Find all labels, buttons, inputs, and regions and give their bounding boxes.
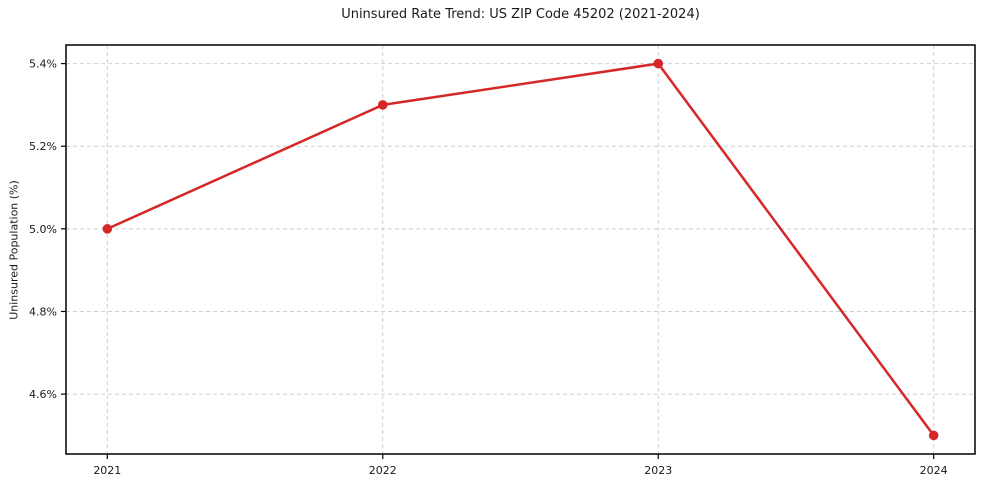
axes-frame — [65, 44, 976, 455]
y-tick-label: 5.0% — [29, 223, 57, 236]
y-tick-label: 5.2% — [29, 140, 57, 153]
x-tick-label: 2023 — [644, 464, 672, 477]
data-point-2023 — [653, 58, 664, 69]
series-line — [106, 62, 935, 437]
y-tick-label: 4.6% — [29, 388, 57, 401]
y-tick-label: 4.8% — [29, 305, 57, 318]
x-tick-label: 2021 — [93, 464, 121, 477]
data-point-2022 — [377, 100, 388, 110]
x-tick-label: 2024 — [920, 464, 948, 477]
data-point-2024 — [928, 430, 939, 441]
y-tick-label: 5.4% — [29, 58, 57, 71]
x-tick-label: 2022 — [369, 464, 397, 477]
chart-title: Uninsured Rate Trend: US ZIP Code 45202 … — [341, 7, 700, 22]
data-point-2021 — [102, 224, 113, 234]
